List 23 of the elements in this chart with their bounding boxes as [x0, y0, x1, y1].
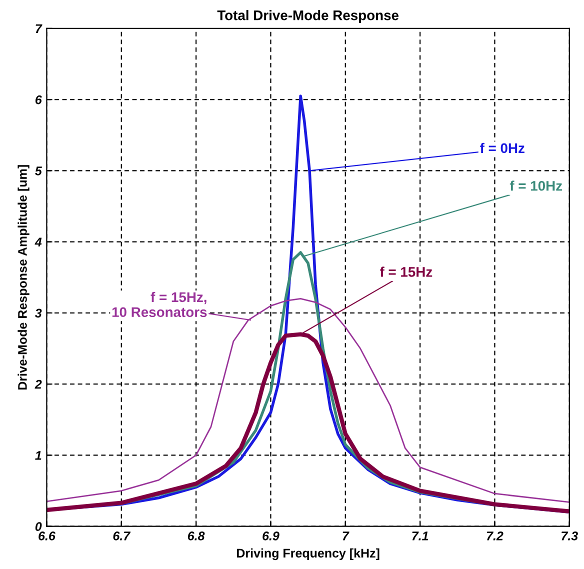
- annotation: f = 15Hz, 10 Resonators: [112, 292, 207, 318]
- annotation: f = 0Hz: [480, 142, 524, 154]
- y-tick-label: 5: [35, 166, 42, 176]
- x-tick-label: 7.1: [412, 532, 428, 540]
- y-tick-label: 0: [35, 522, 42, 531]
- x-tick-label: 6.9: [262, 532, 280, 540]
- y-tick-label: 2: [34, 380, 42, 389]
- x-tick-label: 6.7: [113, 532, 131, 540]
- y-axis-title: Drive-Mode Response Amplitude [um]: [18, 165, 30, 390]
- x-tick-label: 7: [342, 532, 350, 540]
- x-tick-label: 6.6: [38, 532, 56, 540]
- x-tick-label: 7.2: [486, 532, 504, 540]
- x-tick-label: 7.3: [562, 532, 578, 540]
- y-tick-label: 3: [35, 308, 42, 318]
- chart-title: Total Drive-Mode Response: [217, 10, 399, 23]
- y-tick-label: 1: [35, 451, 42, 460]
- annotation: f = 15Hz: [380, 266, 432, 277]
- annotation: f = 10Hz: [510, 180, 562, 191]
- y-tick-label: 7: [36, 24, 42, 33]
- x-axis-title: Driving Frequency [kHz]: [237, 548, 380, 560]
- y-tick-label: 6: [35, 95, 42, 104]
- x-tick-label: 6.8: [188, 532, 205, 540]
- y-tick-label: 4: [34, 238, 42, 246]
